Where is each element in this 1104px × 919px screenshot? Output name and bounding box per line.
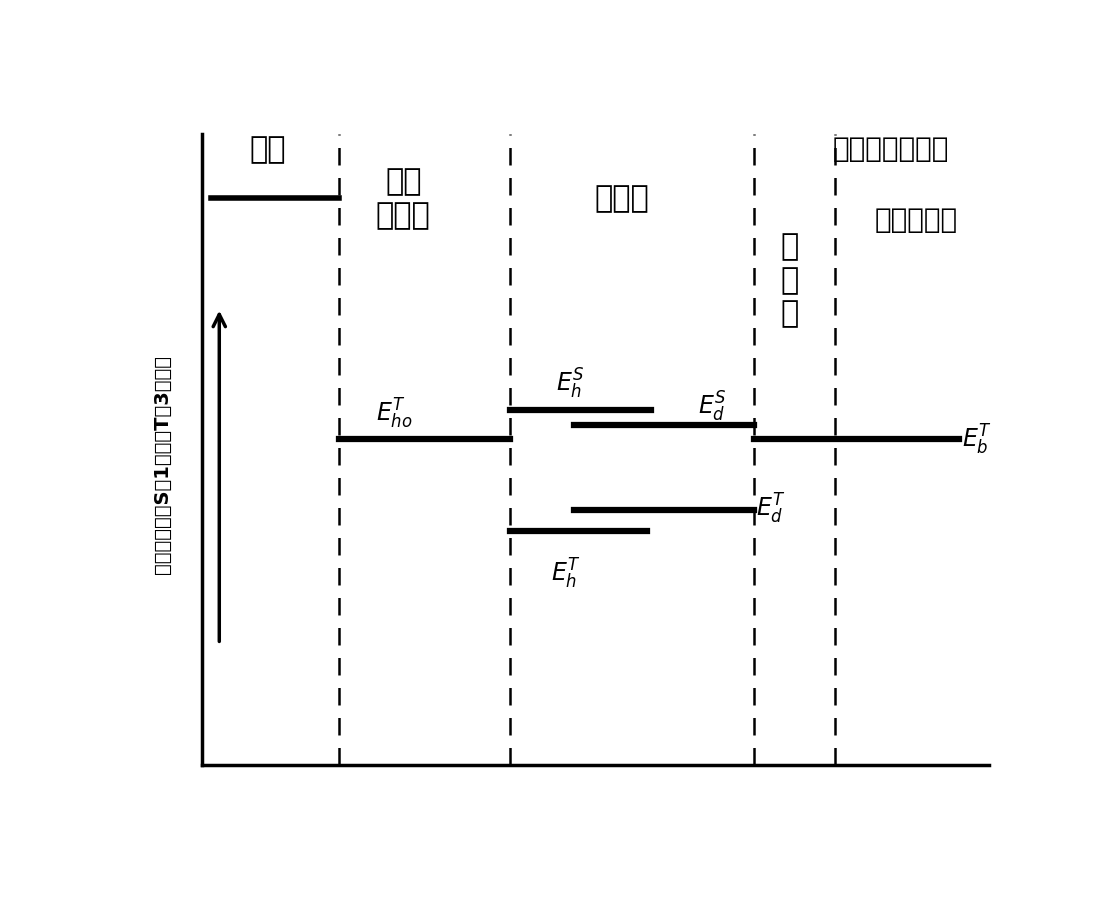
Text: 阳极: 阳极 xyxy=(250,135,286,164)
Text: $E^T_d$: $E^T_d$ xyxy=(756,492,786,526)
Text: （电子传输区）: （电子传输区） xyxy=(832,135,949,164)
Text: 电子注入层: 电子注入层 xyxy=(875,206,958,234)
Text: 发光层: 发光层 xyxy=(594,184,649,213)
Text: $E^S_d$: $E^S_d$ xyxy=(699,389,728,423)
Text: 阻
挡
层: 阻 挡 层 xyxy=(781,233,799,328)
Text: $E^T_h$: $E^T_h$ xyxy=(551,556,581,590)
Text: 空穴
传输区: 空穴 传输区 xyxy=(375,167,431,230)
Text: $E^T_b$: $E^T_b$ xyxy=(962,422,991,457)
Text: $E^T_{ho}$: $E^T_{ho}$ xyxy=(376,396,413,430)
Text: $E^S_h$: $E^S_h$ xyxy=(555,367,584,401)
Text: 最低激发态（S：1重态，T：3重态）: 最低激发态（S：1重态，T：3重态） xyxy=(152,355,171,573)
